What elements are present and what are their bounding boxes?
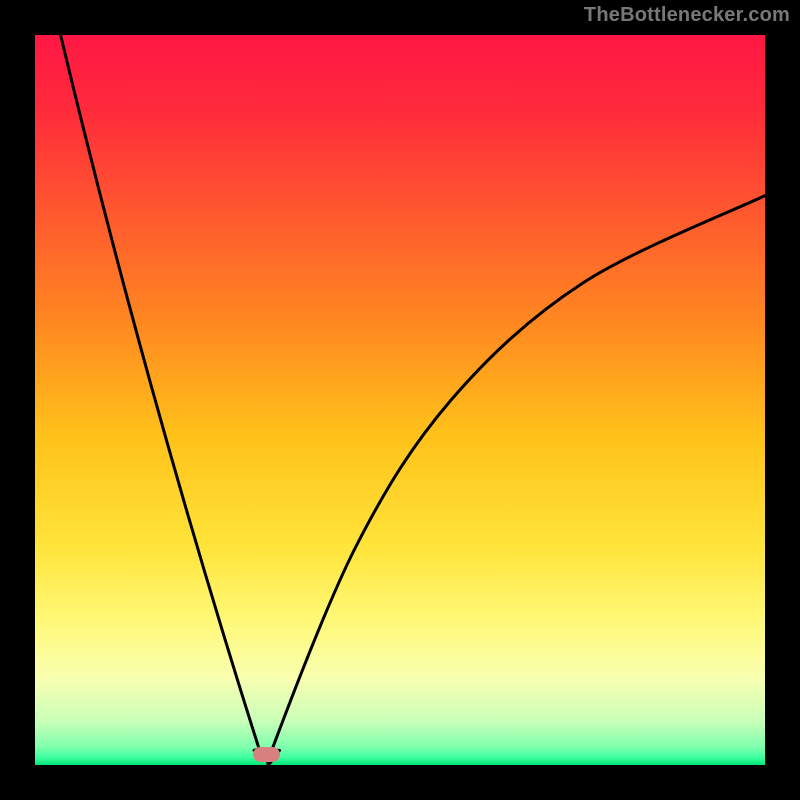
chart-stage: TheBottlenecker.com bbox=[0, 0, 800, 800]
optimal-point-marker bbox=[253, 747, 280, 762]
plot-area bbox=[35, 35, 765, 765]
watermark-text: TheBottlenecker.com bbox=[584, 4, 790, 27]
bottleneck-curve-svg bbox=[35, 35, 765, 765]
